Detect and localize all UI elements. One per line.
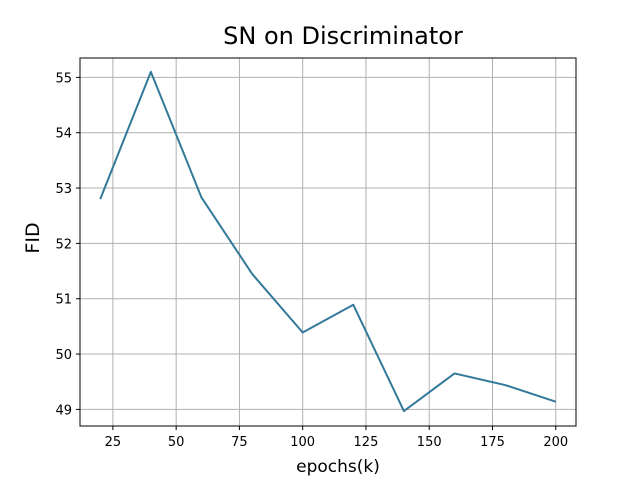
plot-area-frame [79, 57, 577, 427]
y-tick-label: 53 [55, 182, 72, 197]
y-axis-ticks: 49 50 51 52 53 54 55 [55, 71, 80, 418]
y-tick-label: 54 [55, 127, 72, 142]
x-tick-label: 150 [417, 435, 442, 450]
y-tick-label: 49 [55, 403, 72, 418]
y-tick-label: 50 [55, 348, 72, 363]
x-tick-label: 100 [290, 435, 315, 450]
grid [80, 58, 576, 426]
y-tick-label: 51 [55, 293, 72, 308]
y-tick-label: 52 [55, 237, 72, 252]
x-tick-label: 200 [543, 435, 568, 450]
x-tick-label: 125 [354, 435, 379, 450]
chart-title: SN on Discriminator [223, 22, 463, 50]
y-axis-label: FID [22, 222, 44, 253]
x-tick-label: 50 [168, 435, 185, 450]
series-group [99, 70, 557, 413]
y-tick-label: 55 [55, 71, 72, 86]
x-axis-ticks: 25 50 75 100 125 150 175 200 [105, 426, 568, 450]
x-tick-label: 175 [480, 435, 505, 450]
x-axis-label: epochs(k) [296, 457, 380, 477]
x-tick-label: 25 [105, 435, 122, 450]
x-tick-label: 75 [231, 435, 248, 450]
fid-series-line [99, 70, 557, 413]
